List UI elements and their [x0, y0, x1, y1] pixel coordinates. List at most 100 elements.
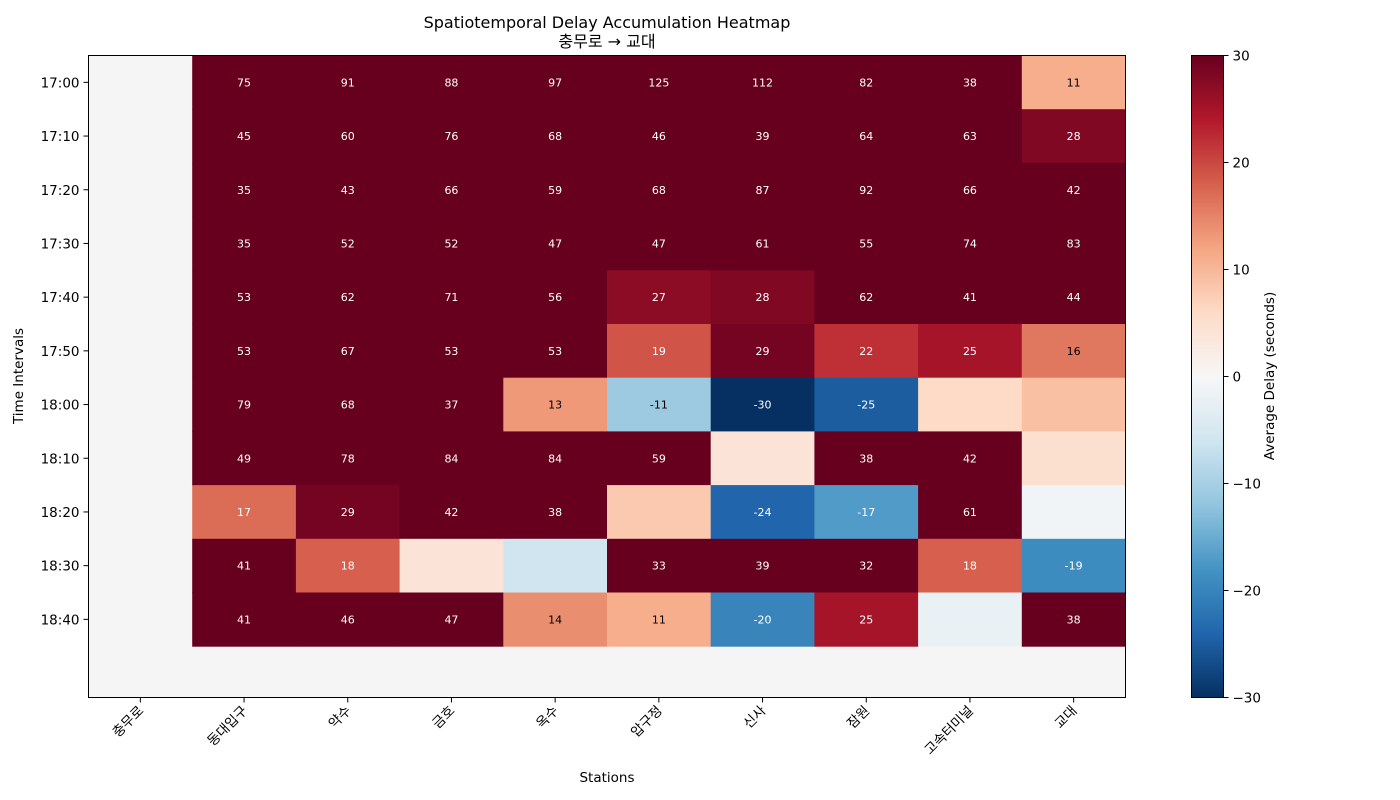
- heatmap-cell: [607, 55, 712, 110]
- cell-value-label: 47: [444, 613, 458, 626]
- heatmap-cell: [814, 109, 919, 164]
- plot-frame: [88, 55, 1126, 698]
- heatmap-cell: [399, 162, 504, 218]
- cell-value-label: 74: [963, 237, 977, 250]
- cell-value-label: 53: [237, 345, 251, 358]
- heatmap-cell: [607, 377, 712, 432]
- heatmap-cell: [295, 55, 401, 110]
- heatmap-cell: [192, 538, 297, 593]
- x-tick-label: 옥수: [533, 703, 562, 732]
- heatmap-cell: [295, 538, 401, 593]
- colorbar-tick-label: 20: [1233, 156, 1250, 172]
- colorbar-ticks: 30 20 10 0 −10 −20 −30: [1223, 49, 1262, 707]
- heatmap-cell: [399, 485, 504, 540]
- cell-value-label: 78: [341, 452, 355, 465]
- heatmap-cell: [918, 485, 1023, 540]
- cell-value-label: 62: [859, 291, 873, 304]
- cell-value-label: 53: [548, 345, 562, 358]
- cell-value-label: 16: [1067, 345, 1081, 358]
- heatmap-cell: [399, 377, 504, 432]
- cell-value-label: 38: [859, 452, 873, 465]
- heatmap-cell: [192, 216, 297, 271]
- heatmap-cell: [814, 485, 919, 540]
- heatmap-cell: [918, 431, 1023, 486]
- cell-value-label: -20: [754, 613, 772, 626]
- heatmap-cell: [192, 109, 297, 164]
- heatmap-cell: [607, 485, 712, 540]
- cell-value-label: -24: [754, 506, 772, 519]
- colorbar-label: Average Delay (seconds): [1262, 292, 1278, 460]
- heatmap-cell: [503, 216, 608, 271]
- heatmap-cell: [710, 431, 815, 486]
- heatmap-cell: [503, 109, 608, 164]
- cell-value-label: 28: [1067, 130, 1081, 143]
- cell-value-label: 75: [237, 76, 251, 89]
- cell-value-label: 18: [963, 560, 977, 573]
- colorbar-tick-label: −30: [1233, 691, 1262, 707]
- heatmap-cell: [399, 431, 504, 486]
- cell-value-label: 44: [1067, 291, 1081, 304]
- heatmap-cell: [1021, 592, 1126, 647]
- x-tick-label: 잠원: [844, 703, 873, 732]
- heatmap-cell: [918, 109, 1023, 164]
- heatmap-cell: [192, 324, 297, 379]
- cell-value-label: 60: [341, 130, 355, 143]
- cell-value-label: 37: [444, 399, 458, 412]
- cell-value-label: 84: [444, 452, 458, 465]
- cell-value-label: 82: [859, 76, 873, 89]
- heatmap-cell: [918, 270, 1023, 325]
- x-tick-label: 약수: [326, 703, 355, 732]
- x-tick-label: 금호: [429, 703, 458, 732]
- heatmap-cell: [295, 377, 401, 432]
- cell-value-label: 29: [341, 506, 355, 519]
- cell-value-label: 92: [859, 184, 873, 197]
- heatmap-cell: [1021, 216, 1126, 271]
- heatmap-cell: [607, 592, 712, 647]
- cell-value-label: 25: [859, 613, 873, 626]
- heatmap-cell: [399, 592, 504, 647]
- colorbar-tick-label: 30: [1233, 49, 1250, 65]
- cell-value-label: 32: [859, 560, 873, 573]
- heatmap-cell: [399, 538, 504, 593]
- x-tick-label: 고속터미널: [922, 703, 977, 758]
- heatmap-cell: [295, 592, 401, 647]
- heatmap-cell: [503, 162, 608, 218]
- x-tick-label: 교대: [1052, 703, 1081, 732]
- cell-value-label: 56: [548, 291, 562, 304]
- heatmap-cell: [607, 538, 712, 593]
- heatmap-cell: [814, 324, 919, 379]
- heatmap-cell: [503, 270, 608, 325]
- heatmap-cell: [192, 431, 297, 486]
- heatmap-cell: [1021, 270, 1126, 325]
- cell-value-label: 46: [652, 130, 666, 143]
- heatmap-cell: [1021, 377, 1126, 432]
- cell-value-label: 18: [341, 560, 355, 573]
- heatmap-cell: [295, 431, 401, 486]
- cell-value-label: 53: [444, 345, 458, 358]
- heatmap-cell: [918, 324, 1023, 379]
- colorbar-tick-label: −10: [1233, 477, 1262, 493]
- cell-value-label: 84: [548, 452, 562, 465]
- cell-value-label: 29: [756, 345, 770, 358]
- heatmap-cell: [503, 324, 608, 379]
- cell-value-label: 59: [652, 452, 666, 465]
- y-tick-label: 18:30: [41, 559, 80, 575]
- heatmap-cell: [710, 538, 815, 593]
- cell-value-labels: 75 91 88 97 125 112 82 38 11 45 60 76 68 46 39 64 63 28 35…: [237, 76, 1083, 626]
- cell-value-label: 14: [548, 613, 562, 626]
- heatmap-cell: [1021, 431, 1126, 486]
- cell-value-label: 13: [548, 399, 562, 412]
- cell-value-label: 49: [237, 452, 251, 465]
- cell-value-label: 125: [648, 76, 669, 89]
- cell-value-label: 47: [652, 237, 666, 250]
- cell-value-label: 64: [859, 130, 873, 143]
- heatmap-cell: [295, 216, 401, 271]
- heatmap-cell: [1021, 55, 1126, 110]
- colorbar-tick-label: −20: [1233, 584, 1262, 600]
- x-axis-label: Stations: [579, 770, 634, 786]
- heatmap-cell: [607, 216, 712, 271]
- heatmap-cell: [918, 55, 1023, 110]
- chart-title: Spatiotemporal Delay Accumulation Heatma…: [424, 13, 791, 32]
- heatmap-cell: [918, 377, 1023, 432]
